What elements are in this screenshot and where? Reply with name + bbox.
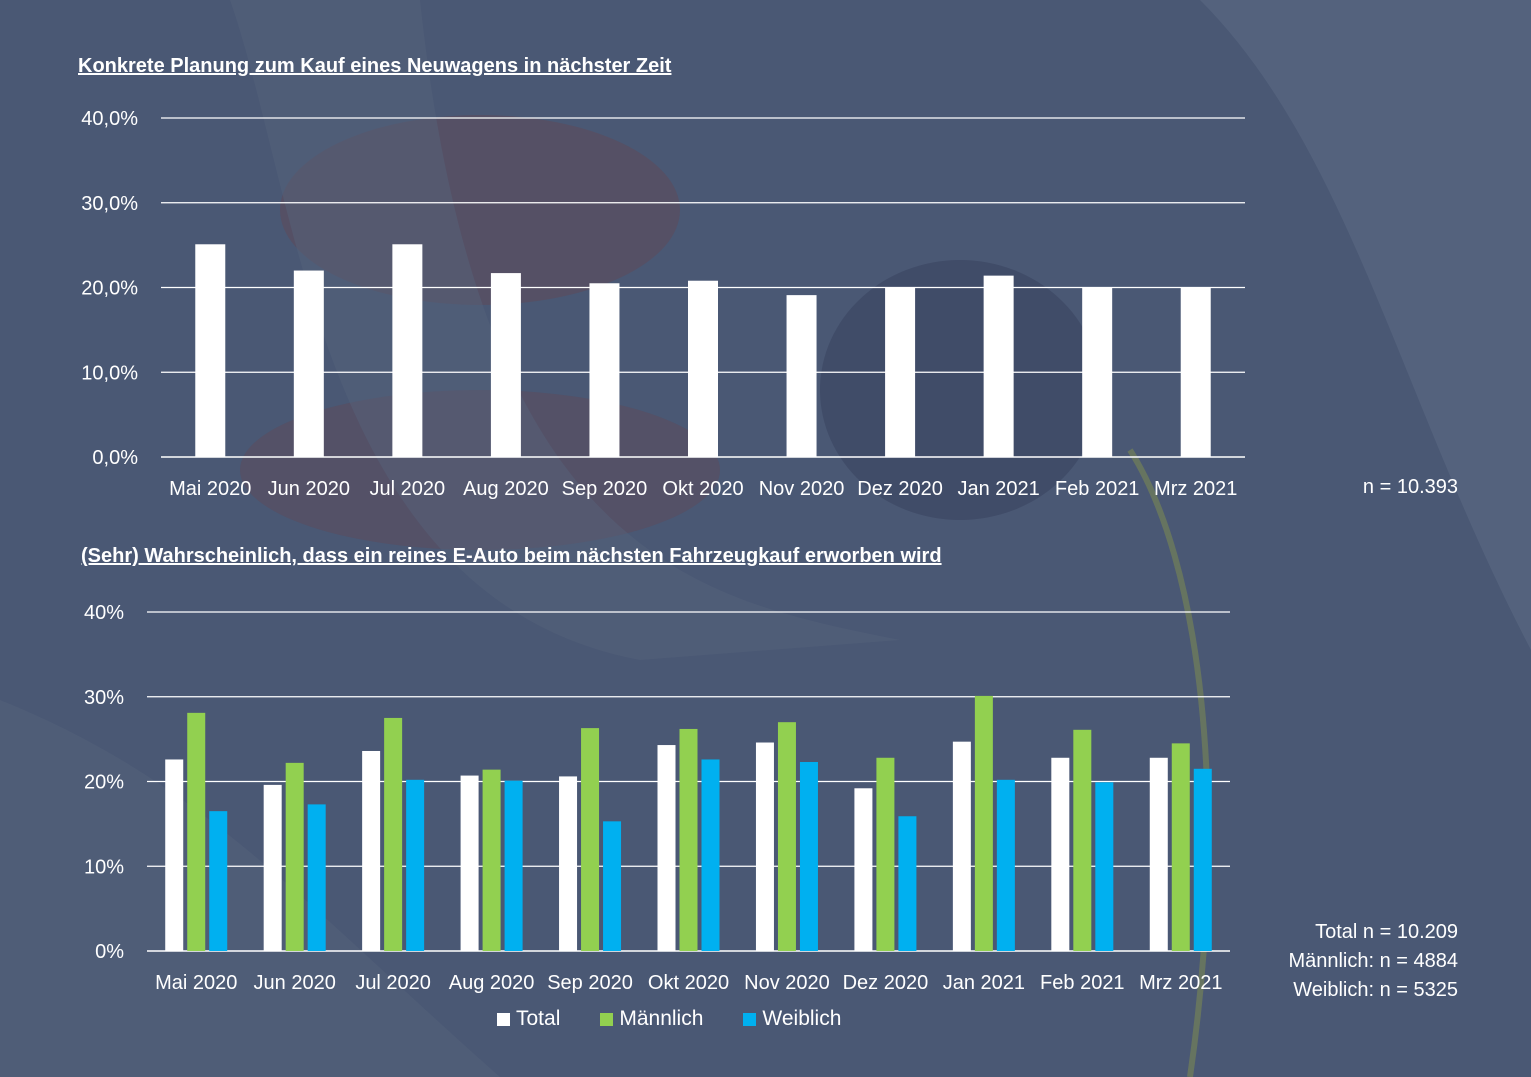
chart1-title: Konkrete Planung zum Kauf eines Neuwagen… (78, 55, 672, 77)
chart2-bar-male (1171, 743, 1190, 951)
chart2-bar-total (952, 741, 971, 951)
chart2-bar-female (898, 816, 917, 951)
chart1-xtick-label: Feb 2021 (1055, 478, 1140, 500)
chart2-xtick-label: Jul 2020 (355, 972, 431, 994)
chart1-bar-total (786, 295, 817, 457)
chart2-bar-male (679, 728, 698, 951)
chart1-xtick-label: Jul 2020 (370, 478, 446, 500)
chart2-bar-male (482, 769, 501, 951)
legend-item-total: Total (497, 1007, 560, 1031)
chart1-bar-total (983, 275, 1014, 457)
chart1-xtick-label: Nov 2020 (759, 478, 845, 500)
chart1-ytick-label: 20,0% (81, 278, 138, 300)
chart1-bar-total (1082, 287, 1113, 457)
chart2-ytick-label: 0% (95, 941, 124, 963)
sample-size-male: Männlich: n = 4884 (1288, 950, 1458, 972)
chart2-sample-sizes: Total n = 10.209 Männlich: n = 4884 Weib… (1288, 918, 1458, 1005)
chart1-bar-total (392, 244, 423, 457)
chart1-xtick-label: Sep 2020 (562, 478, 648, 500)
chart2-xtick-label: Okt 2020 (648, 972, 729, 994)
chart2-bar-female (307, 804, 326, 951)
chart2-bar-male (384, 717, 403, 951)
chart2-ytick-label: 30% (84, 687, 124, 709)
chart2-xtick-label: Mrz 2021 (1139, 972, 1222, 994)
chart2-bar-female (701, 759, 720, 951)
chart2-bar-total (460, 775, 479, 951)
chart2-bar-male (581, 728, 600, 951)
chart1-bar-total (688, 280, 718, 457)
chart1-bar-total (1180, 287, 1211, 457)
chart2-ytick-label: 20% (84, 772, 124, 794)
chart1-xtick-label: Mrz 2021 (1154, 478, 1237, 500)
legend-item-female: Weiblich (743, 1007, 841, 1031)
chart2-bar-female (504, 780, 523, 951)
legend-label-total: Total (516, 1007, 561, 1030)
chart1-xtick-label: Mai 2020 (169, 478, 251, 500)
chart2-bar-male (876, 757, 895, 951)
chart2-bar-female (799, 762, 818, 951)
chart2-xtick-label: Feb 2021 (1040, 972, 1125, 994)
chart2-bar-total (362, 750, 381, 951)
chart1-xtick-label: Jan 2021 (957, 478, 1039, 500)
chart1-xtick-label: Aug 2020 (463, 478, 549, 500)
chart2-bar-total (1149, 757, 1168, 951)
chart2-xtick-label: Aug 2020 (449, 972, 535, 994)
chart2-ytick-label: 10% (84, 856, 124, 878)
chart2-bar-total (263, 784, 282, 951)
chart2-bar-female (1095, 782, 1114, 951)
chart2-xtick-label: Sep 2020 (547, 972, 633, 994)
chart2-bar-female (603, 821, 622, 951)
chart1-bar-total (885, 287, 916, 457)
chart1-ytick-label: 10,0% (81, 362, 138, 384)
legend-label-male: Männlich (619, 1007, 704, 1030)
chart2-bar-male (777, 722, 796, 951)
chart2-bar-total (854, 788, 873, 951)
chart1-bar-total (490, 273, 521, 457)
legend-swatch-total (497, 1012, 510, 1026)
chart2-bar-total (559, 776, 578, 951)
legend-item-male: Männlich (600, 1007, 703, 1031)
chart1-bar-total (195, 244, 226, 457)
chart2-xtick-label: Jun 2020 (254, 972, 336, 994)
chart2-xtick-label: Dez 2020 (843, 972, 929, 994)
chart2-bar-female (406, 779, 425, 951)
chart1-ytick-label: 0,0% (92, 447, 138, 469)
sample-size-female: Weiblich: n = 5325 (1293, 979, 1458, 1001)
chart1-ytick-label: 30,0% (81, 193, 138, 215)
legend-swatch-female (743, 1012, 757, 1026)
chart2-legend: Total Männlich Weiblich (497, 1007, 841, 1031)
chart2-bar-female (209, 811, 228, 951)
chart1-sample-size: n = 10.393 (1362, 476, 1458, 498)
chart2-xtick-label: Jan 2021 (943, 972, 1025, 994)
chart2-bar-total (755, 742, 774, 951)
chart2-title: (Sehr) Wahrscheinlich, dass ein reines E… (81, 545, 942, 567)
chart1-xtick-label: Dez 2020 (857, 478, 943, 500)
chart2-bar-female (996, 779, 1015, 951)
chart2-bar-total (165, 759, 184, 951)
chart2-bar-male (974, 695, 993, 951)
legend-swatch-male (600, 1012, 614, 1026)
chart1-bar-total (589, 283, 620, 457)
chart2-bar-total (657, 745, 676, 951)
legend-label-female: Weiblich (762, 1007, 842, 1030)
chart2-xtick-label: Nov 2020 (744, 972, 830, 994)
chart1-xtick-label: Okt 2020 (662, 478, 743, 500)
chart2-bar-male (1073, 729, 1092, 951)
chart2-bar-male (285, 762, 304, 951)
chart2-bar-female (1193, 768, 1212, 951)
chart1-bar-total (293, 270, 324, 457)
chart2-bar-total (1051, 757, 1070, 951)
chart2-xtick-label: Mai 2020 (155, 972, 237, 994)
chart1-ytick-label: 40,0% (81, 108, 138, 130)
chart2-bar-male (187, 712, 206, 951)
sample-size-total: Total n = 10.209 (1315, 921, 1458, 943)
chart1-xtick-label: Jun 2020 (268, 478, 350, 500)
chart2-ytick-label: 40% (84, 602, 124, 624)
